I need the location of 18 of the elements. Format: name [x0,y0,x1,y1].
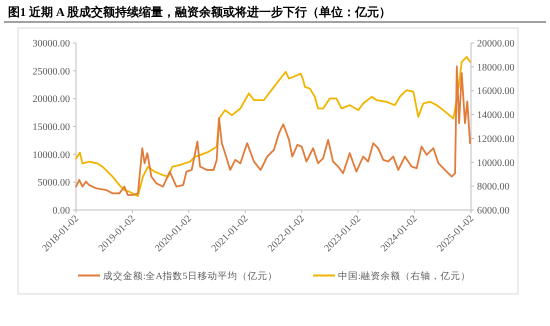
y2-tick-label: 6000.00 [477,206,510,216]
legend-label: 中国:融资余额（右轴，亿元） [338,270,471,282]
y2-tick-label: 8000.00 [477,182,510,193]
y2-tick-label: 14000.00 [477,110,514,122]
y-tick-label: 10000.00 [32,150,70,161]
y2-tick-label: 18000.00 [477,62,514,74]
y2-tick-label: 20000.00 [477,38,514,50]
y-tick-label: 0.00 [52,206,70,216]
y-tick-label: 30000.00 [32,38,70,50]
y-tick-label: 15000.00 [32,122,70,133]
y2-tick-label: 16000.00 [477,86,514,98]
chart-title: 图1 近期 A 股成交额持续缩量，融资余额或将进一步下行（单位：亿元） [8,5,392,19]
legend-label: 成交金额:全A指数5日移动平均（亿元） [103,270,278,282]
y2-tick-label: 12000.00 [477,134,514,145]
y-tick-label: 25000.00 [32,66,70,78]
y-tick-label: 20000.00 [32,94,70,106]
y-tick-label: 5000.00 [38,178,70,189]
y2-tick-label: 10000.00 [477,158,514,169]
